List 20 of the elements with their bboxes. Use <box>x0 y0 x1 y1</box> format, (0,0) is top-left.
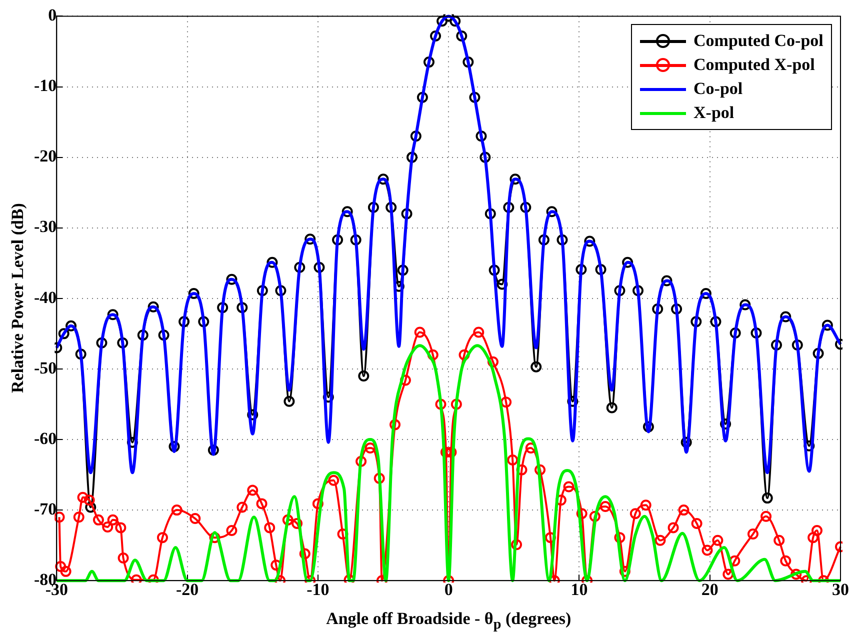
y-tick-label: -40 <box>34 288 57 307</box>
x-tick-label: 10 <box>570 580 588 600</box>
y-tick-label: -50 <box>34 358 57 378</box>
x-axis-title: Angle off Broadside - θ$_{p}$ (degrees) <box>326 608 572 633</box>
x-tick-label: 30 <box>832 580 849 600</box>
legend-label: Computed X-pol <box>694 55 815 76</box>
legend-label: Computed Co-pol <box>694 31 824 52</box>
x-tick-label: 0 <box>444 580 453 600</box>
legend-label: X-pol <box>694 103 734 124</box>
y-axis-title: Relative Power Level (dB) <box>8 203 28 394</box>
x-tick-label: 20 <box>701 580 718 600</box>
x-tick-label: -20 <box>176 580 199 600</box>
y-tick-label: -60 <box>34 428 57 448</box>
y-tick-label: -70 <box>34 499 57 518</box>
y-tick-label: -10 <box>34 76 57 96</box>
legend-label: Co-pol <box>694 79 743 100</box>
y-tick-label: 0 <box>48 6 57 25</box>
y-tick-label: -20 <box>34 146 57 166</box>
y-tick-label: -30 <box>34 217 57 236</box>
x-tick-label: -10 <box>306 580 330 600</box>
